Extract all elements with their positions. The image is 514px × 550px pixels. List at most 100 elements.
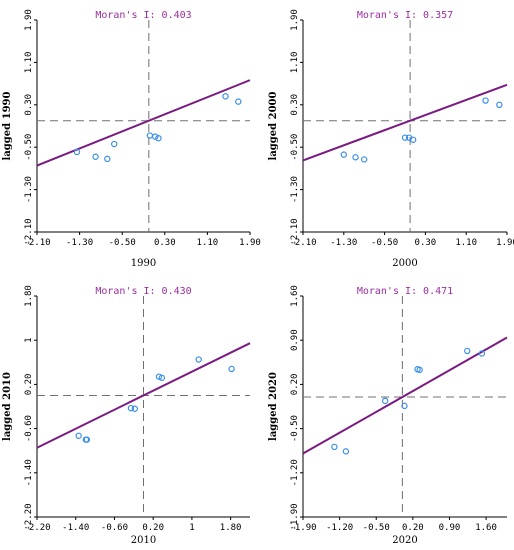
x-tick-label: -0.60 <box>101 523 128 533</box>
y-tick-label: 0.20 <box>290 374 300 396</box>
x-tick-label: -0.50 <box>371 238 398 248</box>
x-tick-label: 0.30 <box>154 238 176 248</box>
y-tick-label: 1.10 <box>290 52 300 74</box>
regression-line <box>36 79 251 167</box>
x-tick-label: -1.30 <box>66 238 93 248</box>
y-tick-label: -1.30 <box>24 176 34 203</box>
y-tick-label: -1.40 <box>24 459 34 486</box>
x-tick-label: 0.30 <box>415 238 437 248</box>
x-tick-label: -2.10 <box>23 238 50 248</box>
chart-panel: Moran's I: 0.471 -1.90 -1.20 -0.50 0.20 0.90 1… <box>268 285 508 546</box>
regression-line <box>36 342 251 449</box>
data-point <box>104 155 111 163</box>
data-point <box>342 448 350 455</box>
y-tick-label: -1.90 <box>290 503 300 530</box>
regression-line <box>302 336 508 455</box>
data-point <box>235 98 242 105</box>
y-axis-label: lagged 2020 <box>268 372 279 441</box>
x-axis-label: 1990 <box>131 258 156 269</box>
x-tick-label: -1.30 <box>330 238 357 248</box>
data-point <box>155 134 162 142</box>
data-point <box>416 366 423 374</box>
data-point <box>195 356 202 363</box>
chart-panel: Moran's I: 0.430 -2.20 -1.40 -0.60 0.20 1 1.80… <box>2 285 251 546</box>
x-axis-label: 2020 <box>392 535 417 546</box>
x-tick-label: -0.50 <box>363 523 390 533</box>
y-tick-label: 0.30 <box>24 94 34 116</box>
chart-panel: Moran's I: 0.403 -2.10 -1.30 -0.50 0.30 1.10 1… <box>2 9 261 269</box>
y-tick-label: 0.20 <box>24 374 34 396</box>
data-point <box>146 132 154 139</box>
data-point <box>131 405 138 412</box>
chart-title: Moran's I: 0.430 <box>95 286 191 297</box>
data-point <box>352 154 359 161</box>
y-tick-label: -2.10 <box>24 218 34 245</box>
y-tick-label: -2.10 <box>290 218 300 245</box>
x-tick-label: -1.40 <box>62 523 89 533</box>
data-point <box>92 153 99 160</box>
data-point <box>482 97 489 104</box>
x-axis-label: 2000 <box>392 258 417 269</box>
x-tick-label: -1.20 <box>326 523 353 533</box>
data-point <box>331 443 338 451</box>
x-tick-label: 1.10 <box>455 238 477 248</box>
x-tick-label: 1.90 <box>239 238 261 248</box>
y-tick-label: -1.20 <box>290 459 300 486</box>
x-tick-label: 1.90 <box>496 238 514 248</box>
chart-title: Moran's I: 0.403 <box>95 10 191 21</box>
y-tick-label: -0.50 <box>290 134 300 161</box>
y-tick-label: 1 <box>24 337 34 342</box>
chart-title: Moran's I: 0.471 <box>357 286 453 297</box>
y-axis-label: lagged 2000 <box>268 91 279 160</box>
y-tick-label: 1.60 <box>290 285 300 307</box>
data-point <box>478 350 486 357</box>
y-tick-label: -1.30 <box>290 176 300 203</box>
regression-line <box>302 83 508 162</box>
x-tick-label: -2.20 <box>23 523 50 533</box>
y-tick-label: 1.10 <box>24 52 34 74</box>
data-point <box>111 140 118 148</box>
data-point <box>83 436 91 443</box>
x-tick-label: -0.50 <box>109 238 136 248</box>
y-tick-label: 0.90 <box>290 329 300 351</box>
chart-panel: Moran's I: 0.357 -2.10 -1.30 -0.50 0.30 1.10 1… <box>268 9 514 269</box>
data-point <box>361 156 368 163</box>
x-tick-label: -2.10 <box>289 238 316 248</box>
y-tick-label: 1.90 <box>24 9 34 31</box>
y-tick-label: -0.50 <box>290 415 300 442</box>
data-point <box>496 101 503 109</box>
x-tick-label: 1.80 <box>220 523 242 533</box>
x-tick-label: 0.90 <box>439 523 461 533</box>
data-point <box>401 134 409 141</box>
data-point <box>73 148 81 156</box>
y-axis-label: lagged 1990 <box>2 91 13 160</box>
x-tick-label: 1 <box>189 523 194 533</box>
y-tick-label: 0.30 <box>290 94 300 116</box>
data-point <box>409 136 417 143</box>
data-point <box>155 373 163 380</box>
data-point <box>340 151 347 158</box>
data-point <box>228 365 235 373</box>
data-point <box>152 133 159 140</box>
data-point <box>401 402 408 410</box>
x-axis-label: 2010 <box>131 535 156 546</box>
data-point <box>158 374 166 381</box>
data-point <box>127 404 135 412</box>
x-tick-label: -1.90 <box>289 523 316 533</box>
y-axis-label: lagged 2010 <box>2 372 13 441</box>
x-tick-label: 0.20 <box>142 523 164 533</box>
x-tick-label: 1.60 <box>475 523 497 533</box>
y-tick-label: -2.20 <box>24 503 34 530</box>
data-point <box>75 432 82 439</box>
data-point <box>381 397 389 405</box>
y-tick-label: 1.80 <box>24 285 34 307</box>
data-point <box>222 93 229 100</box>
data-point <box>464 347 471 355</box>
y-tick-label: -0.50 <box>24 134 34 161</box>
x-tick-label: 0.20 <box>402 523 424 533</box>
y-tick-label: -0.60 <box>24 415 34 442</box>
x-tick-label: 1.10 <box>197 238 219 248</box>
chart-title: Moran's I: 0.357 <box>357 10 453 21</box>
y-tick-label: 1.90 <box>290 9 300 31</box>
